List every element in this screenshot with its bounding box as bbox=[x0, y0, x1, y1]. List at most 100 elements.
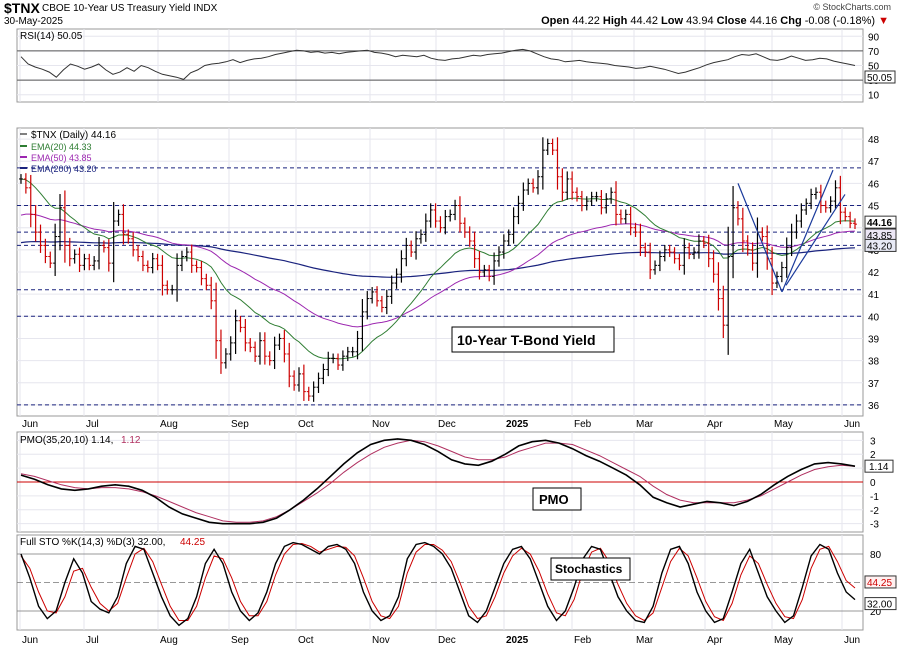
price-x-tick-label: 2025 bbox=[506, 419, 529, 430]
price-tick-label: 36 bbox=[868, 401, 880, 412]
price-last-value-box bbox=[864, 215, 897, 229]
price-annotation-box bbox=[451, 326, 615, 353]
price-last-value: 43.20 bbox=[867, 241, 892, 252]
sto-title: Full STO %K(14,3) %D(3) 32.00, bbox=[20, 537, 165, 548]
rsi-title: RSI(14) 50.05 bbox=[20, 31, 83, 42]
price-tick-label: 47 bbox=[868, 157, 880, 168]
price-tick-label: 40 bbox=[868, 312, 880, 323]
pmo-tick-label: 0 bbox=[870, 478, 876, 489]
pmo-title: PMO(35,20,10) 1.14, bbox=[20, 435, 113, 446]
open-value: 44.22 bbox=[572, 15, 600, 27]
chart-date: 30-May-2025 bbox=[4, 16, 63, 27]
pmo-tick-label: 3 bbox=[870, 436, 876, 447]
sto-x-tick-label: Jun bbox=[844, 635, 860, 646]
symbol-name: CBOE 10-Year US Treasury Yield INDX bbox=[42, 3, 218, 14]
price-tick-label: 46 bbox=[868, 179, 880, 190]
rsi-tick-label: 70 bbox=[868, 47, 880, 58]
sto-x-tick-label: 2025 bbox=[506, 635, 529, 646]
rsi-tick-label: 50 bbox=[868, 62, 880, 73]
rsi-tick-label: 10 bbox=[868, 91, 880, 102]
sto-x-tick-label: Aug bbox=[160, 635, 178, 646]
sto-d-line bbox=[20, 542, 856, 622]
ema20-line bbox=[20, 178, 856, 360]
chg-label: Chg bbox=[780, 15, 802, 27]
ema-legend-label: EMA(200) 43.20 bbox=[31, 164, 97, 174]
sto-last-value: 44.25 bbox=[867, 578, 892, 589]
price-tick-label: 48 bbox=[868, 135, 880, 146]
trendline-up-2 bbox=[785, 194, 846, 286]
rsi-last-value-box bbox=[864, 70, 896, 84]
sto-x-tick-label: Apr bbox=[707, 635, 723, 646]
sto-tick-label: 80 bbox=[870, 550, 882, 561]
sto-box-label: Stochastics bbox=[555, 562, 623, 576]
sto-last-value-box bbox=[864, 597, 897, 611]
price-annotation: 10-Year T-Bond Yield bbox=[457, 332, 596, 348]
price-x-tick-label: Oct bbox=[298, 419, 314, 430]
ema50-line bbox=[20, 213, 856, 328]
pmo-last-value-box bbox=[864, 459, 894, 473]
price-title: $TNX (Daily) 44.16 bbox=[31, 130, 116, 141]
symbol-label: $TNX bbox=[4, 0, 40, 16]
price-last-value: 43.85 bbox=[867, 231, 892, 242]
ema-legend-label: EMA(20) 44.33 bbox=[31, 142, 92, 152]
price-tick-label: 45 bbox=[868, 202, 880, 213]
ema200-line bbox=[20, 240, 856, 278]
sto-x-tick-label: Feb bbox=[574, 635, 592, 646]
price-x-tick-label: Mar bbox=[636, 419, 654, 430]
price-tick-label: 41 bbox=[868, 290, 880, 301]
rsi-tick-label: 90 bbox=[868, 32, 880, 43]
pmo-tick-label: 2 bbox=[870, 450, 876, 461]
sto-k-line bbox=[20, 541, 856, 627]
pmo-tick-label: -3 bbox=[870, 520, 879, 531]
price-x-tick-label: May bbox=[774, 419, 793, 430]
sto-last-value-box bbox=[864, 575, 897, 589]
pmo-last-value: 1.14 bbox=[869, 462, 889, 473]
close-label: Close bbox=[716, 15, 747, 27]
sto-x-tick-label: Nov bbox=[372, 635, 390, 646]
sto-last-value: 32.00 bbox=[867, 600, 892, 611]
high-value: 44.42 bbox=[630, 15, 658, 27]
rsi-last-value: 50.05 bbox=[867, 73, 892, 84]
price-x-tick-label: Feb bbox=[574, 419, 592, 430]
pmo-title-signal: 1.12 bbox=[121, 435, 141, 446]
low-value: 43.94 bbox=[686, 15, 714, 27]
price-x-tick-label: Apr bbox=[707, 419, 723, 430]
close-value: 44.16 bbox=[749, 15, 778, 27]
price-x-tick-label: Aug bbox=[160, 419, 178, 430]
credit-label: © StockCharts.com bbox=[813, 2, 891, 12]
price-tick-label: 39 bbox=[868, 334, 880, 345]
price-x-tick-label: Nov bbox=[372, 419, 390, 430]
pmo-label-box bbox=[532, 487, 582, 511]
sto-x-tick-label: Jul bbox=[86, 635, 99, 646]
price-tick-label: 42 bbox=[868, 268, 880, 279]
sto-x-tick-label: Dec bbox=[438, 635, 456, 646]
pmo-box-label: PMO bbox=[539, 492, 569, 507]
sto-tick-label: 20 bbox=[870, 607, 882, 618]
sto-x-tick-label: Jun bbox=[22, 635, 38, 646]
price-x-tick-label: Jul bbox=[86, 419, 99, 430]
chg-value: -0.08 (-0.18%) bbox=[804, 15, 876, 27]
sto-x-tick-label: May bbox=[774, 635, 793, 646]
ema-legend-label: EMA(50) 43.85 bbox=[31, 153, 92, 163]
chg-down-icon: ▼ bbox=[878, 15, 889, 27]
price-tick-label: 37 bbox=[868, 379, 880, 390]
price-last-value: 44.16 bbox=[867, 218, 892, 229]
price-x-tick-label: Sep bbox=[231, 419, 249, 430]
pmo-tick-label: -2 bbox=[870, 506, 879, 517]
low-label: Low bbox=[661, 15, 683, 27]
trendline-down bbox=[737, 183, 783, 293]
rsi-line bbox=[20, 48, 856, 80]
sto-title-d: 44.25 bbox=[180, 537, 205, 548]
price-x-tick-label: Jun bbox=[22, 419, 38, 430]
ohlc-readout: Open 44.22 High 44.42 Low 43.94 Close 44… bbox=[541, 15, 889, 27]
price-x-tick-label: Dec bbox=[438, 419, 456, 430]
sto-x-tick-label: Oct bbox=[298, 635, 314, 646]
high-label: High bbox=[602, 15, 628, 27]
sto-label-box bbox=[550, 557, 631, 581]
sto-x-tick-label: Sep bbox=[231, 635, 249, 646]
trendline-up-1 bbox=[781, 169, 834, 293]
price-last-value-box bbox=[864, 238, 897, 252]
pmo-line bbox=[20, 438, 856, 525]
open-label: Open bbox=[541, 15, 570, 27]
